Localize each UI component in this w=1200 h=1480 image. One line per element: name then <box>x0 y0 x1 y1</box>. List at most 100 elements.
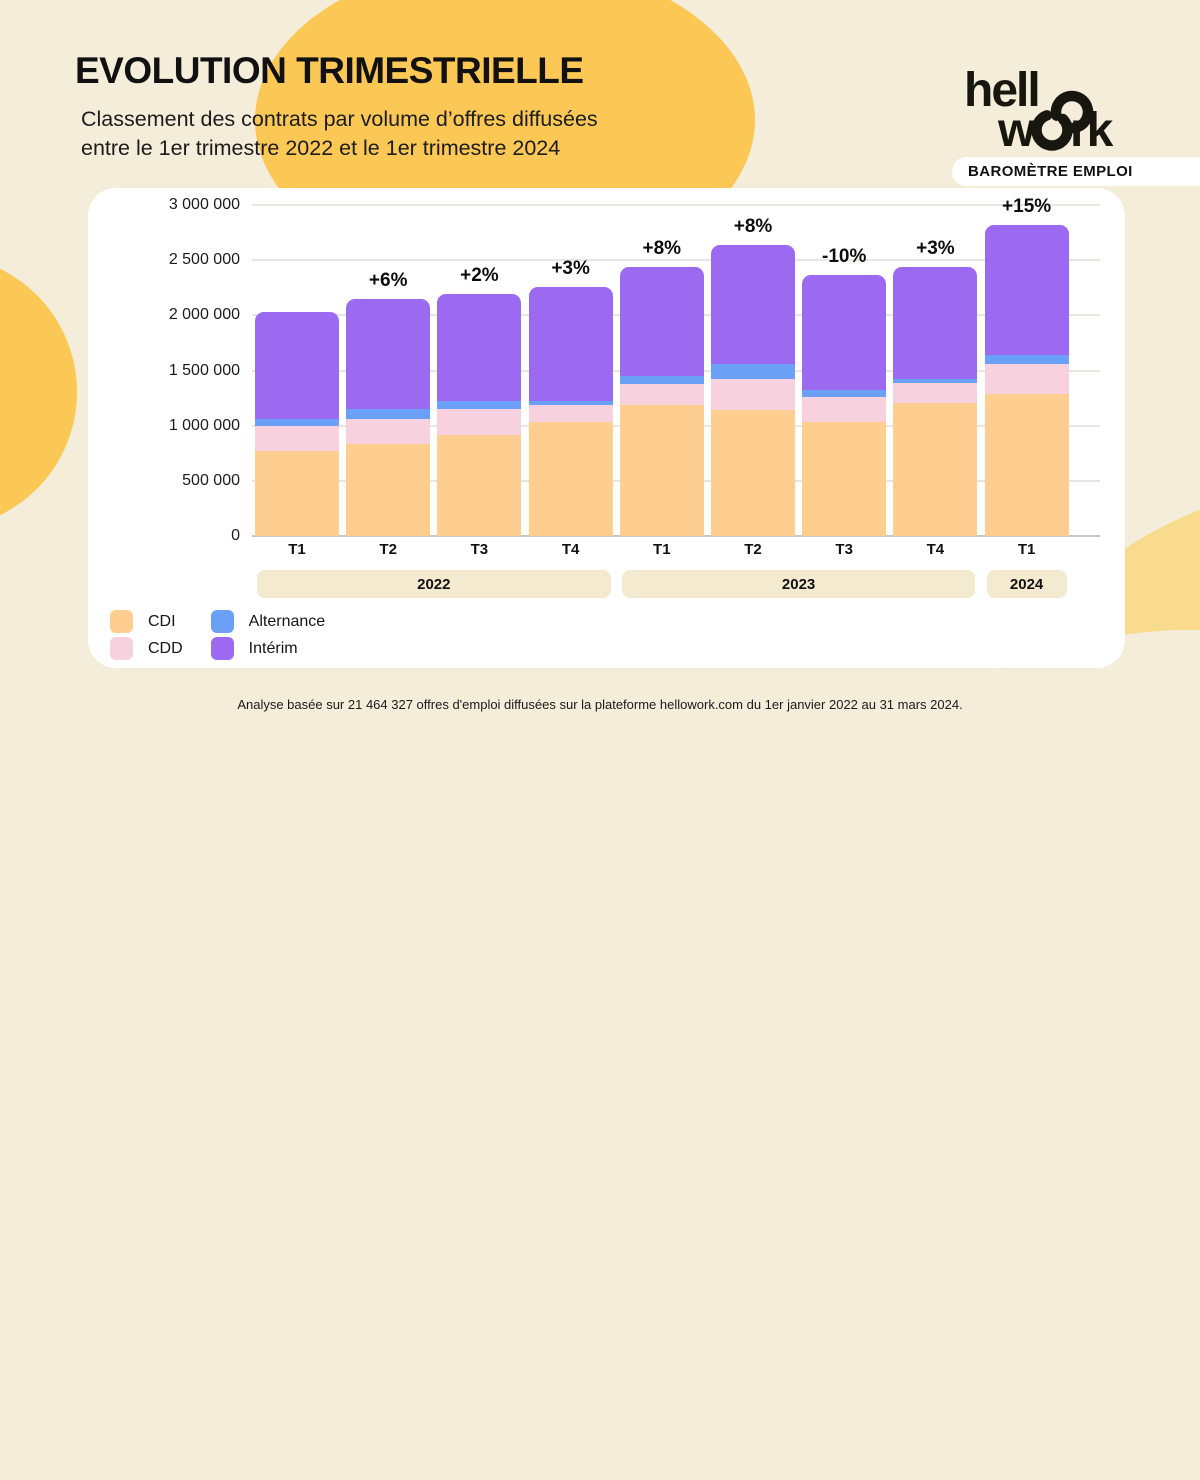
bar-segment-intérim <box>802 274 887 390</box>
subtitle-line-1: Classement des contrats par volume d’off… <box>81 107 598 131</box>
bar-segment-cdd <box>346 418 431 445</box>
bar-segment-cdi <box>528 421 613 536</box>
bar-group-9-T1 <box>984 224 1069 536</box>
bar-group-2-T2 <box>346 299 431 536</box>
bar-segment-alternance <box>528 400 613 406</box>
legend-swatch-cdd <box>110 637 133 660</box>
percent-label: +8% <box>733 215 773 237</box>
cream-circle-bottom-right <box>730 630 1200 1480</box>
bar-segment-alternance <box>619 376 704 385</box>
x-axis-label-T4: T4 <box>561 541 580 558</box>
bar-segment-intérim <box>346 299 431 409</box>
bar-segment-alternance <box>802 389 887 397</box>
gridline-2500000 <box>252 259 1100 262</box>
bar-segment-alternance <box>711 364 795 379</box>
bar-segment-alternance <box>346 408 431 419</box>
x-axis-label-T1: T1 <box>653 541 671 558</box>
legend-label: CDI <box>148 612 176 630</box>
percent-label: +15% <box>1002 195 1052 217</box>
bar-segment-cdi <box>802 421 887 536</box>
bar-segment-intérim <box>437 294 522 402</box>
percent-label: -10% <box>822 245 867 267</box>
bar-group-6-T2 <box>711 244 795 536</box>
bar-segment-cdi <box>437 434 522 536</box>
bar-segment-cdd <box>528 405 613 422</box>
legend-label: Intérim <box>248 639 298 657</box>
hellowork-logo-graphic: hell w rk <box>964 64 1116 157</box>
bar-segment-cdi <box>255 451 339 536</box>
logo-o-top-icon <box>1050 90 1094 134</box>
y-axis-label: 1 500 000 <box>168 361 240 379</box>
percent-label: +8% <box>642 238 682 260</box>
legend-swatch-cdi <box>110 610 133 633</box>
header: EVOLUTION TRIMESTRIELLE Classement des c… <box>75 50 598 163</box>
logo-text-w: w <box>997 104 1036 152</box>
bar-segment-intérim <box>255 312 339 420</box>
bar-segment-alternance <box>984 355 1069 365</box>
year-band-2022: 2022 <box>257 570 611 598</box>
x-axis-label-T1: T1 <box>288 541 306 558</box>
legend-swatch-alternance <box>210 610 234 633</box>
percent-label: +6% <box>368 270 408 292</box>
page-title: EVOLUTION TRIMESTRIELLE <box>75 50 584 91</box>
bar-segment-intérim <box>528 287 613 401</box>
bar-segment-intérim <box>711 244 795 365</box>
plot-area: +6% +2% +3% +8% +8% -10% +3% +15% <box>252 196 1100 537</box>
logo-text-hell: hell <box>964 64 1039 117</box>
x-axis-label-T1: T1 <box>1017 541 1036 558</box>
x-axis-label-T3: T3 <box>470 541 489 558</box>
bar-segment-cdi <box>619 405 704 536</box>
bar-group-4-T4 <box>528 287 613 536</box>
y-axis-label: 2 500 000 <box>168 251 240 269</box>
gridline-0 <box>252 535 1100 537</box>
legend-item-cdd: CDD <box>110 637 183 660</box>
bar-segment-cdd <box>984 364 1069 394</box>
x-axis-label-T3: T3 <box>835 541 853 558</box>
footer-note: Analyse basée sur 21 464 327 offres d'em… <box>237 697 963 712</box>
bar-segment-alternance <box>437 401 522 409</box>
x-axis-label-T2: T2 <box>744 541 762 558</box>
bar-segment-cdd <box>802 397 887 422</box>
bar-group-7-T3 <box>802 274 887 536</box>
percent-label: +3% <box>916 237 955 259</box>
hellowork-logo: hell w rk <box>958 60 1140 157</box>
bar-group-5-T1 <box>619 267 704 536</box>
yellow-blob-left <box>0 255 77 529</box>
y-axis-label: 500 000 <box>182 471 240 489</box>
barometre-emploi-badge: BAROMÈTRE EMPLOI <box>952 157 1200 186</box>
legend-item-intérim: Intérim <box>210 637 326 660</box>
gridline-3000000 <box>252 204 1100 206</box>
bar-segment-cdi <box>984 393 1069 536</box>
bar-segment-cdd <box>619 384 704 406</box>
legend: CDI CDD Alternance Intérim <box>110 608 325 662</box>
legend-label: CDD <box>148 639 183 657</box>
year-band-2023: 2023 <box>621 570 976 598</box>
bar-segment-cdd <box>437 408 522 435</box>
bar-segment-intérim <box>984 224 1069 356</box>
legend-item-alternance: Alternance <box>210 610 326 633</box>
bar-segment-cdd <box>711 378 795 411</box>
percent-label: +3% <box>551 258 590 280</box>
badge-label: BAROMÈTRE EMPLOI <box>968 163 1133 180</box>
bar-segment-cdi <box>711 410 795 536</box>
bar-group-8-T4 <box>893 266 978 536</box>
bar-segment-cdi <box>346 444 431 536</box>
bar-segment-intérim <box>893 266 978 379</box>
subtitle-line-2: entre le 1er trimestre 2022 et le 1er tr… <box>81 136 561 160</box>
y-axis-label: 3 000 000 <box>168 196 240 213</box>
bar-group-3-T3 <box>437 294 522 536</box>
y-axis-label: 2 000 000 <box>168 306 240 324</box>
page-subtitle: Classement des contrats par volume d’off… <box>81 105 598 163</box>
bar-segment-alternance <box>893 378 978 383</box>
bar-group-1-T1 <box>255 312 339 536</box>
legend-label: Alternance <box>248 612 326 630</box>
percent-label: +2% <box>460 265 499 287</box>
legend-swatch-intérim <box>210 637 234 660</box>
bar-segment-alternance <box>255 419 339 427</box>
x-axis-label-T2: T2 <box>379 541 397 558</box>
x-axis-label-T4: T4 <box>926 541 945 558</box>
year-band-2024: 2024 <box>986 570 1067 598</box>
bar-segment-cdd <box>255 426 339 452</box>
chart-card: 3 000 000 2 500 000 2 000 000 1 500 000 1 00… <box>88 188 1125 668</box>
bar-segment-intérim <box>619 267 704 377</box>
